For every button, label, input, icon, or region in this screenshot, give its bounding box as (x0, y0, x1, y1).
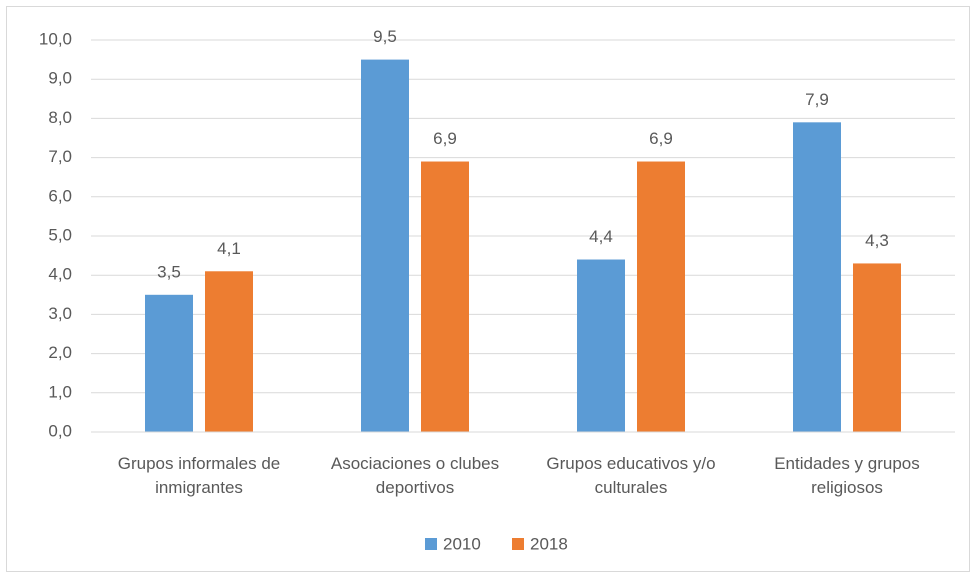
bar (853, 263, 901, 432)
y-tick-label: 2,0 (48, 343, 72, 362)
legend-label: 2010 (443, 534, 481, 553)
legend-swatch (512, 538, 524, 550)
y-tick-label: 5,0 (48, 225, 72, 244)
data-label: 7,9 (805, 90, 829, 109)
bar (793, 122, 841, 432)
bar (361, 59, 409, 432)
data-label: 4,4 (589, 227, 613, 246)
legend-label: 2018 (530, 534, 568, 553)
bar (145, 294, 193, 432)
y-tick-label: 10,0 (39, 29, 72, 48)
legend-swatch (425, 538, 437, 550)
y-tick-label: 7,0 (48, 147, 72, 166)
data-label: 3,5 (157, 262, 181, 281)
y-tick-label: 3,0 (48, 304, 72, 323)
y-tick-label: 1,0 (48, 382, 72, 401)
bar (421, 161, 469, 432)
data-label: 6,9 (433, 129, 457, 148)
data-label: 6,9 (649, 129, 673, 148)
y-tick-label: 4,0 (48, 265, 72, 284)
chart-border (6, 6, 970, 572)
x-tick-label: Grupos informales de inmigrantes (117, 454, 281, 497)
bar (577, 259, 625, 432)
x-tick-label: Asociaciones o clubes deportivos (330, 454, 500, 497)
y-tick-label: 8,0 (48, 108, 72, 127)
x-tick-label: Entidades y grupos religiosos (774, 454, 920, 497)
bar (637, 161, 685, 432)
data-label: 4,1 (217, 239, 241, 258)
y-tick-label: 0,0 (48, 421, 72, 440)
x-tick-label: Grupos educativos y/o culturales (546, 454, 716, 497)
bar (205, 271, 253, 432)
data-label: 9,5 (373, 27, 397, 46)
data-label: 4,3 (865, 231, 889, 250)
y-tick-label: 6,0 (48, 186, 72, 205)
y-tick-label: 9,0 (48, 69, 72, 88)
